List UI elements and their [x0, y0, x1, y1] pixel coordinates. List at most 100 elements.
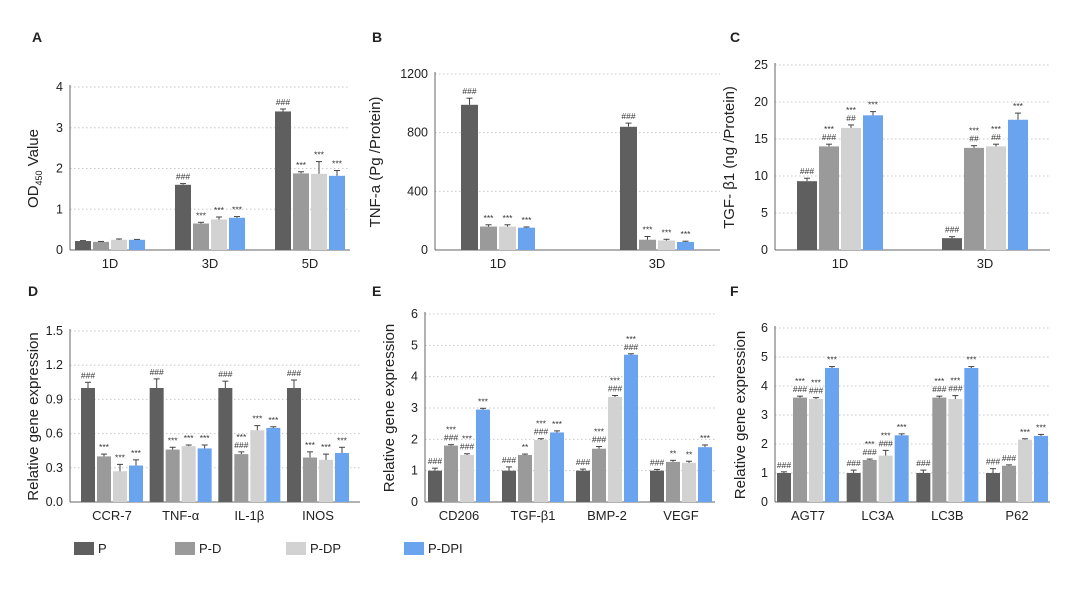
bar-p-d	[97, 456, 111, 502]
significance-label: ***	[232, 205, 243, 215]
y-axis-label: Relative gene expression	[381, 324, 398, 492]
significance-label: ***	[881, 430, 892, 440]
bar-p-d	[193, 223, 209, 250]
significance-label: ###	[624, 342, 638, 352]
bar-p-dp	[534, 439, 548, 502]
significance-label: ###	[176, 172, 190, 182]
significance-label: ***	[131, 448, 142, 458]
significance-label: ***	[184, 433, 195, 443]
bar-p-dpi	[894, 435, 909, 502]
significance-label: ***	[536, 419, 547, 429]
x-category-label: LC3B	[931, 508, 964, 523]
significance-label: ***	[626, 334, 637, 344]
legend-label: P-D	[199, 541, 221, 556]
bar-p-d	[639, 239, 656, 250]
significance-label: ***	[594, 427, 605, 437]
bar-p-dp	[878, 455, 893, 502]
significance-label: ###	[986, 457, 1000, 467]
legend: P P-D P-DP P-DPI	[74, 541, 463, 556]
bar-p-d	[793, 397, 807, 502]
bar-p	[275, 111, 291, 250]
significance-label: ***	[868, 100, 879, 110]
bar-p-dp	[113, 471, 127, 502]
significance-label: ###	[534, 427, 548, 437]
significance-label: ***	[99, 442, 110, 452]
significance-label: ***	[950, 376, 961, 386]
y-axis-label: TNF-a (Pg /Protein)	[367, 97, 384, 228]
significance-label: ***	[552, 419, 563, 429]
y-tick-label: 800	[407, 126, 428, 140]
bar-p-dp	[948, 399, 963, 502]
significance-label: ***	[478, 396, 489, 406]
significance-label: **	[670, 448, 677, 458]
significance-label: ***	[1036, 422, 1047, 432]
bar-p	[846, 473, 861, 502]
bar-p-d	[293, 173, 309, 250]
y-tick-label: 0.3	[46, 461, 63, 475]
x-category-label: VEGF	[663, 508, 698, 523]
y-tick-label: 2	[411, 432, 418, 446]
y-tick-label: 1200	[400, 67, 428, 81]
significance-label: ***	[236, 432, 247, 442]
bar-p-d	[165, 449, 180, 502]
significance-label: ###	[444, 433, 458, 443]
legend-swatch-p	[74, 542, 94, 555]
bar-p-d	[234, 454, 249, 502]
legend-swatch-p-dpi	[404, 542, 424, 555]
significance-label: ***	[503, 213, 514, 223]
significance-label: ###	[800, 166, 814, 176]
y-tick-label: 25	[754, 58, 768, 72]
x-category-label: 3D	[202, 256, 219, 271]
bar-p-dpi	[863, 115, 883, 250]
significance-label: ###	[777, 460, 791, 470]
bar-p	[916, 473, 931, 502]
bar-p	[287, 388, 301, 502]
y-tick-label: 1	[56, 202, 63, 216]
significance-label: ###	[1002, 453, 1016, 463]
significance-label: ###	[150, 367, 164, 377]
y-tick-label: 1.2	[46, 358, 63, 372]
y-tick-label: 400	[407, 184, 428, 198]
significance-label: ***	[846, 105, 857, 115]
y-tick-label: 2	[761, 437, 768, 451]
significance-label: ***	[305, 440, 316, 450]
bar-p	[576, 470, 590, 502]
legend-label: P	[98, 541, 107, 556]
bar-p	[502, 470, 516, 502]
x-category-label: LC3A	[861, 508, 894, 523]
panel-label: F	[730, 283, 739, 299]
bar-p-dp	[250, 430, 265, 502]
bar-p-dp	[986, 146, 1006, 250]
y-tick-label: 0	[421, 243, 428, 257]
bar-p	[175, 184, 191, 250]
y-tick-label: 5	[761, 206, 768, 220]
x-category-label: INOS	[302, 508, 334, 523]
significance-label: ***	[966, 355, 977, 365]
bar-p-dp	[499, 226, 516, 250]
bar-p	[650, 470, 664, 502]
bar-p	[428, 470, 442, 502]
bar-p-d	[932, 397, 947, 502]
significance-label: ###	[608, 383, 622, 393]
legend-swatch-p-dp	[286, 542, 306, 555]
bar-p-dpi	[129, 465, 143, 502]
significance-label: ***	[795, 376, 806, 386]
significance-label: ###	[218, 369, 232, 379]
significance-label: ***	[824, 124, 835, 134]
bar-p-dpi	[1034, 435, 1048, 502]
bar-p-dp	[181, 446, 196, 502]
significance-label: ***	[865, 439, 876, 449]
bar-p	[81, 388, 95, 502]
x-category-label: BMP-2	[587, 508, 627, 523]
bar-p	[149, 388, 164, 502]
significance-label: ***	[991, 124, 1002, 134]
significance-label: ***	[1020, 427, 1031, 437]
bar-p-dpi	[335, 452, 349, 502]
significance-label: ***	[296, 160, 307, 170]
x-category-label: IL-1β	[234, 508, 264, 523]
bar-p-dpi	[698, 447, 712, 502]
y-tick-label: 0	[761, 243, 768, 257]
